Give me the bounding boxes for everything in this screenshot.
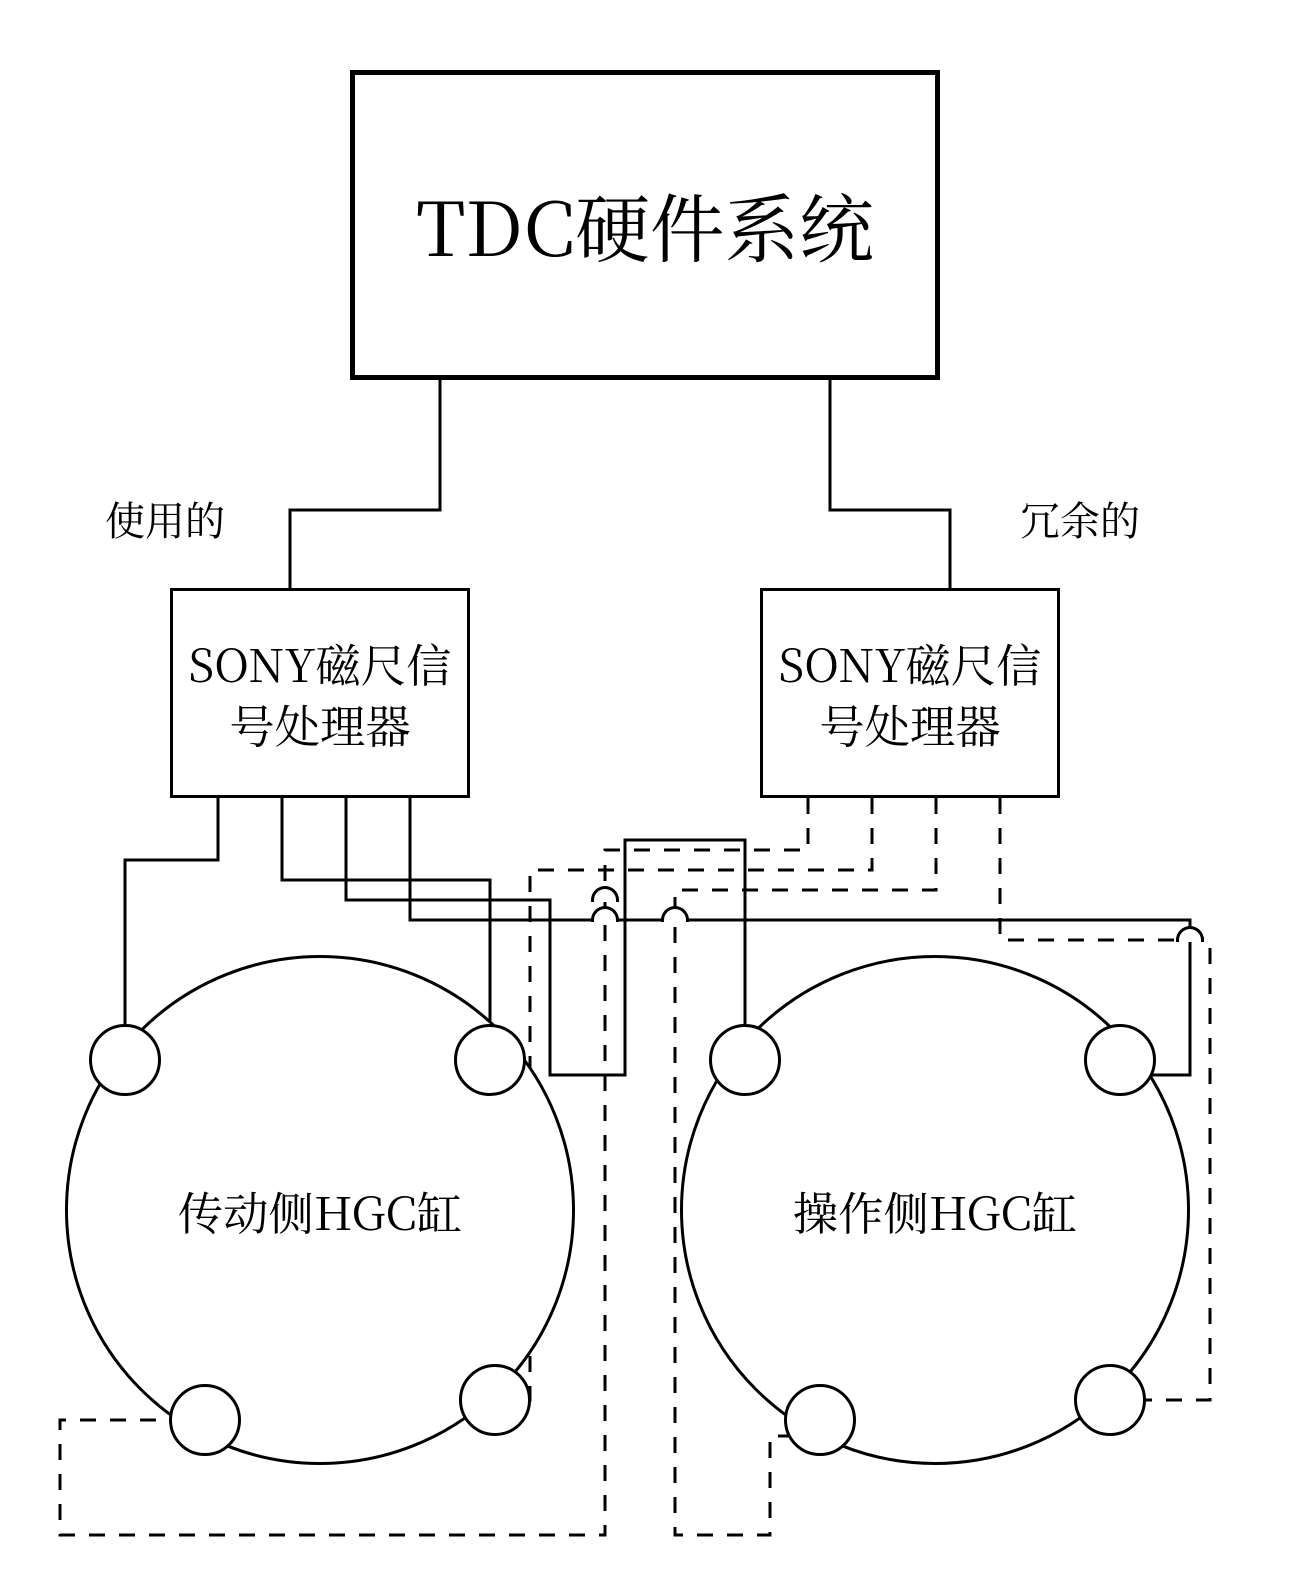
sensor-drive-3 [169, 1384, 241, 1456]
operator-side-hgc-label: 操作侧HGC缸 [793, 1178, 1077, 1243]
drive-side-hgc-label: 传动侧HGC缸 [178, 1178, 462, 1243]
sensor-op-2 [1084, 1024, 1156, 1096]
sensor-drive-1 [89, 1024, 161, 1096]
sensor-op-1 [709, 1024, 781, 1096]
wire-jump [591, 886, 619, 902]
sony-processor-right-label: SONY磁尺信 号处理器 [779, 632, 1042, 754]
sensor-op-4 [1074, 1364, 1146, 1436]
sensor-drive-2 [454, 1024, 526, 1096]
sony-processor-left-box: SONY磁尺信 号处理器 [170, 588, 470, 798]
sony-processor-left-label: SONY磁尺信 号处理器 [189, 632, 452, 754]
tdc-hardware-system-box: TDC硬件系统 [350, 70, 940, 380]
sensor-op-3 [784, 1384, 856, 1456]
label-used: 使用的 [105, 490, 225, 547]
wire-jump [661, 906, 689, 922]
wire-jump [591, 906, 619, 922]
sensor-drive-4 [459, 1364, 531, 1436]
label-spare: 冗余的 [1020, 490, 1140, 547]
sony-processor-right-box: SONY磁尺信 号处理器 [760, 588, 1060, 798]
wire-jump [1176, 926, 1204, 942]
tdc-label: TDC硬件系统 [416, 175, 874, 276]
diagram-canvas: TDC硬件系统 SONY磁尺信 号处理器 SONY磁尺信 号处理器 传动侧HGC… [0, 0, 1300, 1576]
